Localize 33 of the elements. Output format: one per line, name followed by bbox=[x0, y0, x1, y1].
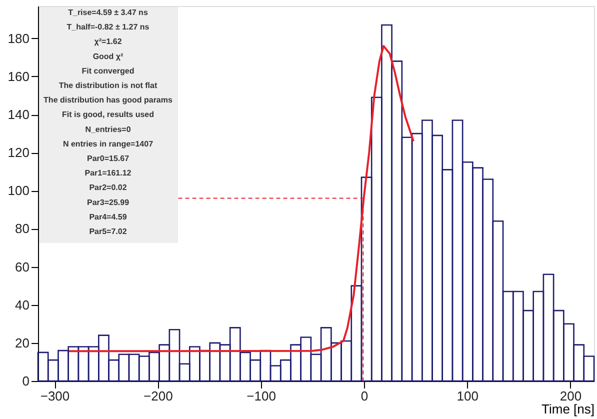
annotation: Par4=4.59 bbox=[89, 212, 128, 222]
y-tick-label: 20 bbox=[15, 335, 30, 350]
x-axis-title: Time [ns] bbox=[542, 402, 594, 416]
y-tick-label: 0 bbox=[22, 374, 30, 388]
y-tick-label: 140 bbox=[8, 107, 30, 122]
annotation: N_entries=0 bbox=[85, 124, 132, 134]
annotation: χ²=1.62 bbox=[94, 37, 122, 46]
y-tick-label: 40 bbox=[15, 297, 30, 312]
annotation: Par0=15.67 bbox=[86, 154, 130, 163]
annotation: T_half=-0.82 ± 1.27 ns bbox=[66, 22, 150, 32]
annotation: The distribution has good params bbox=[44, 96, 173, 105]
annotation: Par2=0.02 bbox=[89, 183, 128, 192]
y-tick-label: 60 bbox=[15, 259, 30, 274]
annotation: The distribution is not flat bbox=[58, 81, 158, 90]
x-tick-label: 200 bbox=[560, 388, 582, 404]
annotation: Good χ² bbox=[92, 52, 124, 61]
y-tick-label: 160 bbox=[8, 68, 30, 84]
annotation: N entries in range=1407 bbox=[62, 139, 154, 148]
annotation: Fit converged bbox=[82, 66, 134, 76]
x-tick-label: −300 bbox=[40, 388, 70, 404]
annotation: T_rise=4.59 ± 3.47 ns bbox=[68, 8, 148, 17]
x-tick-label: −200 bbox=[144, 388, 173, 404]
y-tick-label: 100 bbox=[8, 183, 30, 198]
annotation: Par5=7.02 bbox=[89, 227, 128, 236]
annotation: Par3=25.99 bbox=[86, 198, 130, 207]
x-tick-label: 0 bbox=[360, 388, 368, 404]
y-tick-label: 120 bbox=[8, 145, 30, 160]
x-tick-label: −100 bbox=[246, 388, 276, 404]
y-tick-label: 180 bbox=[8, 30, 30, 46]
y-tick-label: 80 bbox=[15, 221, 30, 236]
x-tick-label: 100 bbox=[456, 388, 478, 404]
annotation: Fit is good, results used bbox=[62, 110, 154, 120]
annotation: Par1=161.12 bbox=[84, 168, 132, 178]
